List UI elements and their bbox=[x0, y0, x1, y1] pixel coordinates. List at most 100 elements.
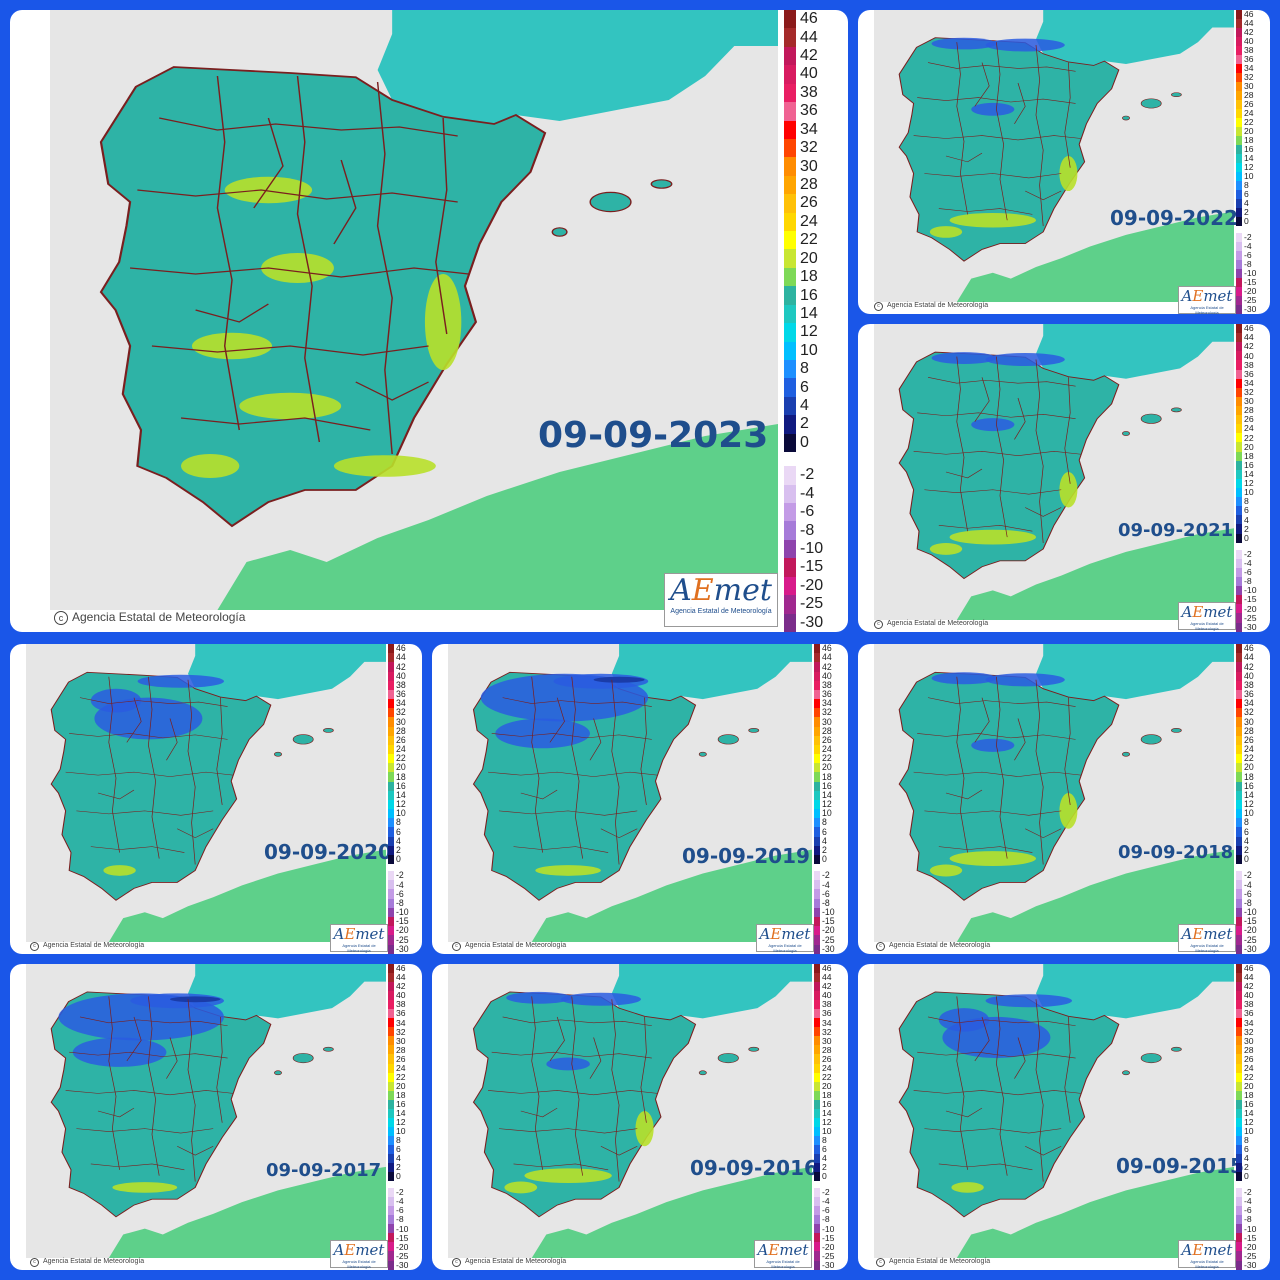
province-border bbox=[938, 846, 1033, 853]
legend-row: -20 bbox=[388, 926, 409, 936]
legend-row: 38 bbox=[784, 83, 823, 103]
temperature-legend: 46 44 42 40 38 36 34 32 30 28 26 24 22 20 18 16 14 12 10 8 6… bbox=[388, 644, 409, 954]
legend-row: 8 bbox=[1236, 497, 1257, 507]
legend-label: 2 bbox=[396, 1162, 401, 1173]
legend-swatch bbox=[1236, 296, 1242, 305]
legend-row: 14 bbox=[814, 791, 835, 800]
legend-row: 10 bbox=[1236, 809, 1257, 819]
legend-swatch bbox=[1236, 744, 1242, 755]
legend-row: 10 bbox=[814, 1126, 834, 1136]
legend-label: -4 bbox=[822, 879, 830, 890]
legend-row: 8 bbox=[814, 818, 835, 828]
legend-label: 22 bbox=[800, 231, 818, 249]
legend-row: -20 bbox=[1236, 926, 1257, 936]
province-border bbox=[166, 1037, 178, 1079]
legend-label: 30 bbox=[800, 157, 818, 175]
legend-row: 30 bbox=[814, 717, 835, 727]
copyright-notice: c Agencia Estatal de Meteorología bbox=[452, 942, 566, 951]
legend-row: 22 bbox=[388, 1072, 408, 1082]
legend-swatch bbox=[388, 809, 394, 819]
legend-row: 36 bbox=[784, 102, 823, 121]
legend-swatch bbox=[814, 964, 820, 974]
legend-row: -15 bbox=[814, 1233, 834, 1243]
pyrenees-cold bbox=[170, 996, 221, 1003]
legend-row: 4 bbox=[784, 396, 823, 416]
copyright-notice: c Agencia Estatal de Meteorología bbox=[452, 1258, 566, 1267]
legend-label: -6 bbox=[396, 888, 404, 899]
legend-label: 14 bbox=[822, 789, 832, 800]
legend-swatch bbox=[388, 671, 394, 681]
legend-row: 44 bbox=[814, 973, 834, 983]
legend-swatch bbox=[1236, 898, 1242, 908]
map-content bbox=[472, 964, 812, 1258]
legend-label: 36 bbox=[1244, 368, 1254, 379]
legend-row: 34 bbox=[814, 1018, 834, 1028]
date-label-2018: 09-09-2018 bbox=[1118, 842, 1234, 863]
legend-row: 46 bbox=[814, 964, 834, 974]
legend-label: 36 bbox=[800, 102, 818, 120]
warm-area bbox=[929, 864, 963, 877]
legend-swatch bbox=[1236, 1206, 1242, 1216]
legend-label: -15 bbox=[822, 916, 835, 927]
legend-row: -6 bbox=[388, 888, 409, 899]
legend-row: -6 bbox=[814, 1206, 834, 1216]
copyright-notice: c Agencia Estatal de Meteorología bbox=[54, 610, 245, 625]
map-2021 bbox=[874, 324, 1234, 620]
legend-swatch bbox=[1236, 269, 1242, 278]
province-border bbox=[956, 676, 968, 853]
legend-label: 8 bbox=[800, 360, 809, 378]
legend-swatch bbox=[1236, 613, 1242, 623]
legend-row: -8 bbox=[388, 899, 409, 908]
legend-row: 6 bbox=[1236, 506, 1257, 516]
legend-swatch bbox=[388, 772, 394, 782]
legend-label: 18 bbox=[800, 268, 818, 286]
legend-row: 22 bbox=[814, 754, 835, 764]
legend-row: 6 bbox=[1236, 827, 1257, 837]
menorca-island bbox=[323, 728, 334, 733]
warm-area bbox=[261, 253, 334, 283]
legend-row: 30 bbox=[388, 717, 409, 727]
copyright-notice: c Agencia Estatal de Meteorología bbox=[876, 942, 990, 951]
legend-row: 44 bbox=[388, 973, 408, 983]
map-panel-2018: 09-09-2018 c Agencia Estatal de Meteorolo… bbox=[858, 644, 1270, 954]
legend-row: 46 bbox=[388, 964, 408, 974]
legend-row: 32 bbox=[1236, 708, 1257, 718]
legend-swatch bbox=[1236, 964, 1242, 974]
legend-swatch bbox=[1236, 1099, 1242, 1109]
legend-swatch bbox=[814, 1099, 820, 1109]
legend-row: -2 bbox=[1236, 549, 1257, 559]
legend-swatch bbox=[814, 1233, 820, 1243]
province-border bbox=[1025, 507, 1062, 517]
legend-swatch bbox=[784, 138, 796, 158]
province-border bbox=[938, 524, 1033, 532]
ibiza-island bbox=[1122, 431, 1130, 436]
legend-label: 46 bbox=[1244, 324, 1254, 334]
legend-row: 4 bbox=[814, 837, 835, 846]
ibiza-island bbox=[274, 1070, 282, 1076]
cold-area bbox=[985, 38, 1065, 52]
legend-swatch bbox=[1236, 586, 1242, 596]
legend-row: 20 bbox=[1236, 1081, 1256, 1091]
legend-label: 10 bbox=[1244, 487, 1254, 498]
legend-row: 14 bbox=[814, 1108, 834, 1118]
legend-label: 10 bbox=[396, 808, 406, 819]
legend-label: 18 bbox=[1244, 771, 1254, 782]
legend-row: 34 bbox=[784, 120, 823, 139]
legend-label: 40 bbox=[1244, 36, 1254, 47]
legend-row: 26 bbox=[814, 736, 835, 745]
legend-label: -4 bbox=[1244, 241, 1252, 252]
ibiza-island bbox=[274, 751, 282, 757]
legend-row: 12 bbox=[814, 800, 835, 810]
legend-row: 4 bbox=[814, 1153, 834, 1164]
legend-swatch bbox=[388, 662, 394, 672]
legend-row: 38 bbox=[814, 681, 835, 690]
province-border bbox=[69, 1051, 228, 1059]
legend-row: 2 bbox=[814, 846, 835, 855]
legend-row: -4 bbox=[814, 1197, 834, 1207]
legend-label: -25 bbox=[1244, 1250, 1257, 1261]
legend-label: 36 bbox=[1244, 54, 1254, 65]
legend-swatch bbox=[388, 1163, 394, 1173]
legend-row: -2 bbox=[1236, 233, 1256, 242]
warm-area bbox=[524, 1168, 612, 1184]
legend-label: 6 bbox=[822, 826, 827, 837]
